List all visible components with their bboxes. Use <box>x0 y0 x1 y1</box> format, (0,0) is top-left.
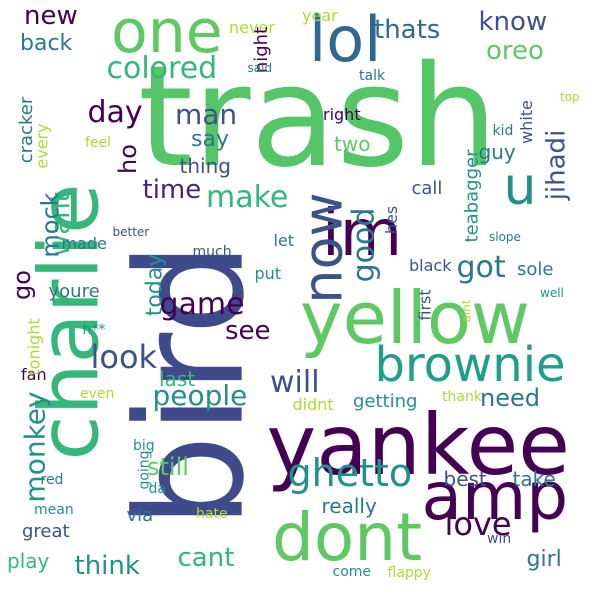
word-11: now <box>291 192 355 304</box>
word-42: today <box>141 253 167 317</box>
word-77: top <box>560 90 580 104</box>
word-85: red <box>40 472 64 488</box>
word-51: via <box>126 505 154 526</box>
word-88: da <box>148 481 166 497</box>
word-60: youre <box>48 281 100 302</box>
word-3: yankee <box>266 396 570 494</box>
word-70: right <box>323 105 361 124</box>
word-75: said <box>247 61 273 75</box>
word-91: win <box>487 531 512 547</box>
word-53: ho <box>113 144 142 174</box>
word-47: take <box>512 467 556 491</box>
word-80: h** <box>82 322 106 338</box>
word-63: put <box>254 264 282 283</box>
word-62: let <box>273 231 295 250</box>
word-7: amp <box>421 458 569 535</box>
word-33: know <box>478 7 548 37</box>
word-61: made <box>61 234 107 253</box>
word-97: aint <box>459 299 473 323</box>
word-54: thing <box>179 154 231 178</box>
word-83: getting <box>353 391 418 412</box>
word-29: cant <box>177 543 235 573</box>
word-95: better <box>112 225 150 239</box>
word-44: really <box>321 494 377 518</box>
word-28: think <box>74 551 140 581</box>
word-65: black <box>409 256 452 275</box>
word-93: flappy <box>387 565 431 581</box>
word-92: come <box>332 564 372 580</box>
word-17: will <box>270 365 320 400</box>
word-50: great <box>22 521 70 542</box>
word-26: make <box>206 180 289 215</box>
word-96: slope <box>489 230 521 244</box>
word-71: never <box>229 18 275 37</box>
word-13: u <box>503 157 537 217</box>
word-16: look <box>90 338 158 376</box>
word-25: day <box>87 95 143 130</box>
word-10: lol <box>309 3 382 76</box>
word-48: girl <box>526 547 562 572</box>
word-86: big <box>133 438 155 454</box>
word-49: play <box>7 549 50 573</box>
word-14: ghetto <box>287 451 413 495</box>
word-57: teabagger <box>460 149 482 243</box>
word-40: go <box>7 270 36 300</box>
word-37: jihadi <box>540 129 571 201</box>
word-89: mean <box>34 502 74 518</box>
word-23: colored <box>106 51 218 86</box>
word-81: even <box>80 386 115 402</box>
word-43: say <box>191 127 229 152</box>
word-74: talk <box>359 68 386 84</box>
word-59: every <box>32 123 52 169</box>
word-18: people <box>152 379 248 412</box>
word-15: love <box>444 505 512 543</box>
word-90: hate <box>196 506 228 522</box>
word-27: time <box>142 175 202 205</box>
word-76: kid <box>492 123 514 139</box>
word-46: best <box>443 467 487 491</box>
word-32: thats <box>374 15 441 45</box>
word-94: much <box>192 244 232 260</box>
word-20: good <box>345 207 381 283</box>
word-73: year <box>302 6 338 25</box>
word-67: hes <box>382 205 402 235</box>
word-30: need <box>480 384 540 412</box>
word-64: sole <box>517 259 554 280</box>
word-41: see <box>225 316 271 346</box>
word-8: im <box>322 197 403 271</box>
word-78: feel <box>85 135 112 151</box>
word-34: oreo <box>486 36 544 66</box>
word-4: yellow <box>300 276 530 360</box>
word-68: call <box>411 178 443 199</box>
word-66: first <box>415 289 435 321</box>
word-35: new <box>24 1 78 31</box>
word-55: two <box>334 132 371 156</box>
word-6: dont <box>272 499 422 576</box>
word-98: well <box>540 286 564 300</box>
word-69: white <box>516 100 536 144</box>
word-45: last <box>159 367 196 391</box>
word-39: mock <box>36 192 65 258</box>
word-31: still <box>147 453 189 481</box>
word-21: got <box>456 250 506 285</box>
word-9: one <box>111 0 223 67</box>
word-12: brownie <box>374 337 566 393</box>
word-24: man <box>175 98 238 131</box>
word-82: didnt <box>292 395 334 414</box>
word-22: game <box>159 287 245 322</box>
word-56: guy <box>478 140 516 164</box>
word-52: fan <box>21 365 47 384</box>
word-79: tonight <box>24 318 44 376</box>
word-84: thank <box>442 389 482 405</box>
word-1: trash <box>138 36 498 199</box>
word-36: back <box>20 31 73 56</box>
